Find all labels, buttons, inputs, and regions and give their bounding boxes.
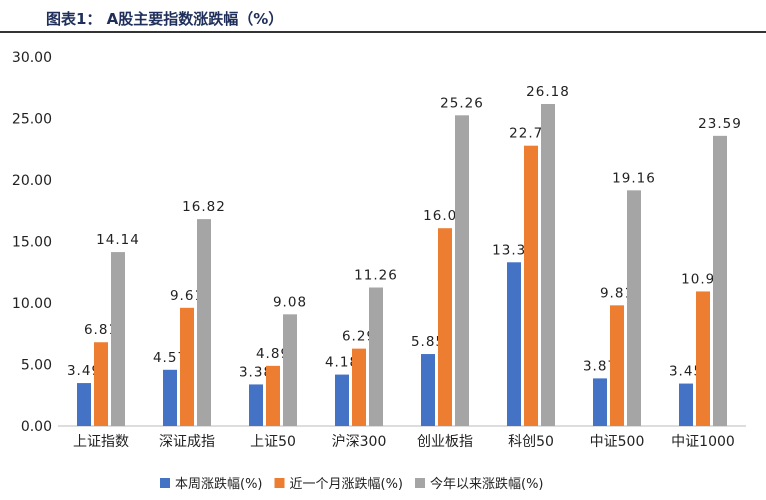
- title-rule: [0, 31, 766, 33]
- bar: [696, 291, 710, 426]
- y-tick-label: 25.00: [12, 112, 52, 128]
- y-tick-label: 5.00: [21, 358, 52, 374]
- data-label: 3.87: [583, 358, 617, 374]
- data-label: 14.14: [96, 232, 140, 248]
- data-label: 26.18: [526, 84, 570, 100]
- data-label: 3.38: [239, 364, 273, 380]
- bar: [627, 190, 641, 426]
- y-tick-label: 30.00: [12, 50, 52, 66]
- data-label: 6.29: [342, 329, 376, 345]
- data-label: 11.26: [354, 268, 398, 284]
- data-label: 4.57: [153, 350, 187, 366]
- x-tick-label: 科创50: [508, 434, 554, 450]
- data-label: 5.85: [411, 334, 445, 350]
- bar: [94, 342, 108, 426]
- bar: [507, 262, 521, 426]
- data-label: 9.08: [273, 294, 307, 310]
- y-tick-label: 15.00: [12, 235, 52, 251]
- data-label: 4.89: [256, 346, 290, 362]
- bar: [593, 378, 607, 426]
- bar: [679, 383, 693, 426]
- y-tick-label: 0.00: [21, 419, 52, 435]
- bar: [249, 384, 263, 426]
- chart-title: 图表1： A股主要指数涨跌幅（%）: [46, 10, 284, 28]
- bar: [713, 135, 727, 426]
- bar: [541, 103, 555, 427]
- y-tick-label: 10.00: [12, 296, 52, 312]
- bar: [455, 115, 469, 426]
- bar: [197, 219, 211, 426]
- data-label: 25.26: [440, 95, 484, 111]
- x-tick-label: 上证50: [250, 434, 296, 450]
- data-label: 3.45: [669, 364, 703, 380]
- bar: [524, 145, 538, 427]
- x-tick-label: 中证1000: [671, 434, 735, 450]
- data-label: 3.49: [67, 363, 101, 379]
- data-label: 16.82: [182, 199, 226, 215]
- y-tick-label: 20.00: [12, 173, 52, 189]
- data-label: 19.16: [612, 170, 656, 186]
- data-label: 9.61: [170, 288, 204, 304]
- bar: [610, 305, 624, 426]
- bar: [266, 365, 280, 426]
- legend-swatch: [160, 478, 170, 488]
- legend-label: 今年以来涨跌幅(%): [430, 476, 544, 492]
- x-tick-label: 上证指数: [73, 434, 129, 450]
- bar: [77, 383, 91, 426]
- bar: [438, 228, 452, 426]
- x-tick-label: 中证500: [590, 434, 645, 450]
- legend-swatch: [415, 478, 425, 488]
- data-label: 4.18: [325, 355, 359, 371]
- x-tick-label: 深证成指: [159, 434, 215, 450]
- x-tick-label: 沪深300: [332, 434, 387, 450]
- data-label: 9.81: [600, 285, 634, 301]
- bar: [163, 369, 177, 426]
- legend-label: 近一个月涨跌幅(%): [290, 476, 404, 492]
- legend-label: 本周涨跌幅(%): [175, 476, 263, 492]
- bar: [369, 287, 383, 426]
- bar: [283, 314, 297, 426]
- bar: [180, 307, 194, 426]
- bar: [335, 374, 349, 426]
- bar: [421, 354, 435, 426]
- legend-swatch: [274, 478, 285, 488]
- bar: [352, 348, 366, 426]
- data-label: 6.81: [84, 322, 118, 338]
- data-label: 23.59: [698, 116, 742, 132]
- x-tick-label: 创业板指: [417, 434, 473, 450]
- bar: [111, 252, 125, 426]
